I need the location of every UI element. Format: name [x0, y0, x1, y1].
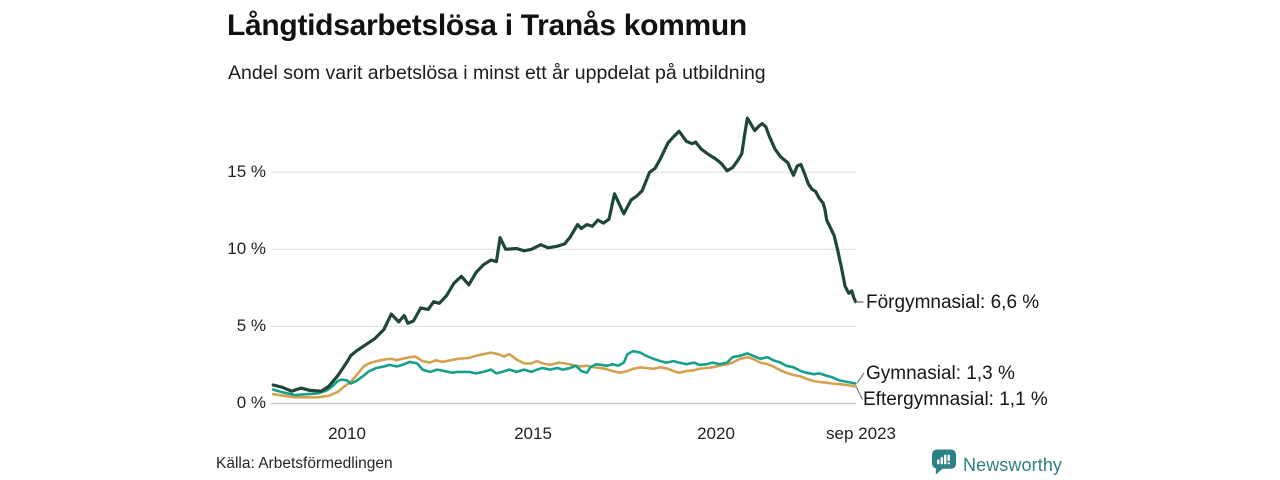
x-tick-2010: 2010 — [328, 424, 366, 443]
x-tick-2015: 2015 — [514, 424, 552, 443]
page-subtitle: Andel som varit arbetslösa i minst ett å… — [228, 62, 766, 84]
line-gymnasial — [271, 349, 857, 397]
series-label-forgymnasial: Förgymnasial: 6,6 % — [866, 292, 1040, 313]
newsworthy-logo-icon — [932, 449, 956, 480]
page-title: Långtidsarbetslösa i Tranås kommun — [227, 9, 747, 42]
newsworthy-logo-text: Newsworthy — [963, 455, 1063, 475]
label-connector-eftergymnasial — [855, 387, 864, 400]
y-tick-10: 10 % — [227, 239, 266, 258]
line-eftergymnasial — [271, 351, 857, 399]
y-tick-0: 0 % — [236, 393, 266, 412]
series-label-eftergymnasial: Eftergymnasial: 1,1 % — [863, 389, 1048, 410]
x-tick-2020: 2020 — [697, 424, 735, 443]
label-connector-gymnasial — [857, 372, 865, 383]
source-credit: Källa: Arbetsförmedlingen — [216, 455, 393, 472]
newsworthy-brand: Newsworthy — [932, 449, 1062, 480]
y-tick-5: 5 % — [236, 316, 266, 335]
series-label-gymnasial: Gymnasial: 1,3 % — [866, 363, 1015, 384]
line-forgymnasial — [271, 116, 858, 393]
y-tick-15: 15 % — [227, 162, 266, 181]
x-tick-sep-2023: sep 2023 — [826, 424, 896, 443]
